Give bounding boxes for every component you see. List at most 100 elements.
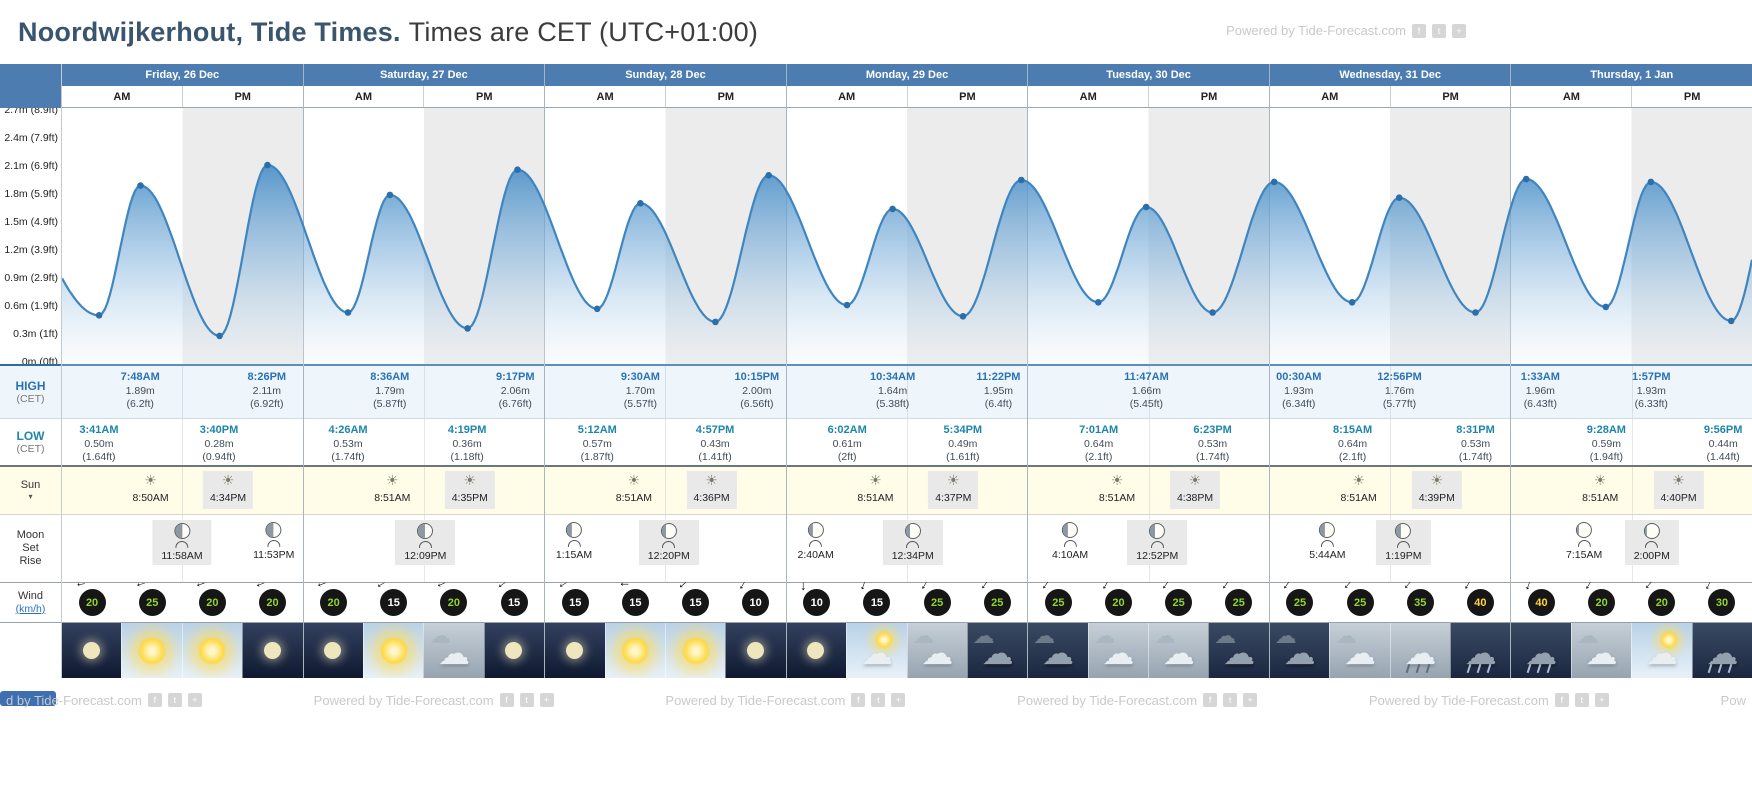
share-icon[interactable]: + <box>539 693 554 707</box>
cloud-glyph: ☁ <box>981 634 1014 671</box>
sunset-entry: ☀ 4:36PM <box>686 471 737 510</box>
cloud-glyph: ☁ <box>1223 634 1256 671</box>
high-tide-row: 7:48AM 1.89m (6.2ft) 8:26PM 2.11m (6.92ft) <box>62 366 303 419</box>
wind-badge: 25 → <box>976 577 1011 616</box>
moon-glyph <box>807 641 825 659</box>
wind-unit-link[interactable]: (km/h) <box>15 602 46 615</box>
y-axis-label: 1.8m (5.9ft) <box>4 188 58 200</box>
high-tide-entry: 8:26PM 2.11m (6.92ft) <box>248 371 287 411</box>
sunset-icon: ☀ <box>1188 472 1202 488</box>
share-icon[interactable]: f <box>1203 693 1218 707</box>
cloud-glyph: ☁ <box>1343 634 1376 671</box>
high-tide-time: 10:34AM <box>870 371 916 383</box>
sunrise-icon: ☀ <box>1110 472 1124 488</box>
cloud-glyph: ☁ <box>1464 634 1497 671</box>
moon-dark-part <box>661 524 667 538</box>
high-tide-height-m: 1.70m <box>625 384 655 397</box>
day-header: Thursday, 1 Jan <box>1511 64 1752 86</box>
moon-rise-time: 11:58AM <box>161 550 203 562</box>
high-tide-entry: 10:15PM 2.00m (6.56ft) <box>735 371 780 411</box>
share-icon[interactable]: f <box>147 693 162 707</box>
cloud-glyph: ☁ <box>438 634 471 671</box>
sunset-icon: ☀ <box>463 472 477 488</box>
weather-icon-night-cloudy: ☁ ☁ <box>1269 623 1330 678</box>
weather-icon-night-clear <box>786 623 847 678</box>
share-icon[interactable]: t <box>1432 23 1446 38</box>
cloud-glyph: ☁ <box>1042 634 1074 671</box>
high-tide-time: 1:57PM <box>1632 371 1671 383</box>
share-icon[interactable]: f <box>851 693 866 707</box>
pm-label: PM <box>1389 86 1511 107</box>
sunrise-time: 8:51AM <box>1098 492 1136 505</box>
low-tide-time: 3:40PM <box>199 424 239 436</box>
moon-rise-time: 2:00PM <box>1633 550 1670 562</box>
share-icon[interactable]: t <box>167 693 182 707</box>
sunset-icon: ☀ <box>1672 472 1685 488</box>
moon-glyph <box>324 641 342 659</box>
low-tide-height-m: 0.49m <box>948 437 978 450</box>
high-tide-height-ft: (5.45ft) <box>1129 397 1164 410</box>
low-tide-entry: 4:57PM 0.43m (1.41ft) <box>696 424 735 464</box>
cloud-glyph: ☁ <box>1093 623 1116 649</box>
cloud-glyph: ☁ <box>860 634 893 671</box>
moon-phase-icon <box>1643 523 1660 539</box>
share-icon[interactable]: + <box>891 693 906 707</box>
share-icon[interactable]: t <box>1574 693 1589 707</box>
weather-row: ☁ ☁ ☁ ☁ ☁ ☁ <box>1269 623 1511 678</box>
high-tide-height-m: 1.76m <box>1384 384 1415 397</box>
sunset-icon: ☀ <box>705 472 718 488</box>
low-tide-time: 4:57PM <box>695 424 735 436</box>
share-icon[interactable]: f <box>499 693 514 707</box>
cloud-glyph: ☁ <box>1645 634 1678 671</box>
weather-icon-cloudy: ☁ ☁ <box>1087 623 1149 678</box>
share-icon[interactable]: f <box>1554 693 1569 707</box>
low-tide-height-ft: (1.61ft) <box>946 450 980 463</box>
weather-icon-night-clear <box>242 623 303 678</box>
wind-direction-arrow: → <box>132 577 150 596</box>
weather-row: ☁ ☁ <box>303 623 545 678</box>
sunset-entry: ☀ 4:38PM <box>1169 471 1221 510</box>
wind-speed: 20 <box>447 596 461 609</box>
wind-badge: 15 → <box>493 577 528 616</box>
moon-dark-part <box>418 524 426 538</box>
day-column: Wednesday, 31 Dec AM PM 00:30AM 1.93m (6.34ft… <box>1268 64 1511 678</box>
weather-icon-sunny <box>121 623 182 678</box>
moon-rise-time: 12:34PM <box>891 550 934 562</box>
high-tide-time: 11:47AM <box>1124 371 1169 383</box>
sunrise-entry: ☀ 8:51AM <box>1582 472 1618 506</box>
low-tide-height-ft: (1.41ft) <box>698 450 732 463</box>
cloud-glyph: ☁ <box>1706 634 1739 671</box>
low-tide-entry: 9:28AM 0.59m (1.94ft) <box>1587 424 1626 464</box>
wind-row: 20 → 15 → 20 → 15 → <box>303 577 545 623</box>
low-tide-time: 6:23PM <box>1193 424 1232 436</box>
wind-row: 25 → 20 → 25 → 25 → <box>1028 577 1269 623</box>
share-icon[interactable]: + <box>1452 23 1466 38</box>
moon-rise-entry: 1:19PM <box>1376 520 1431 565</box>
weather-icon-night-clear <box>62 623 122 678</box>
moon-dark-part <box>1577 523 1580 537</box>
wind-badge: 40 → <box>1460 577 1494 616</box>
moon-row: 5:44AM 1:19PM <box>1269 515 1511 583</box>
moon-set-entry: 2:40AM <box>798 522 834 561</box>
share-icon[interactable]: + <box>187 693 202 707</box>
share-icon[interactable]: t <box>871 693 886 707</box>
share-icon[interactable]: + <box>1243 693 1258 707</box>
share-icon[interactable]: t <box>519 693 534 707</box>
weather-icon-night-clear <box>725 623 786 678</box>
wind-badge: 20 → <box>314 577 348 616</box>
sunset-time: 4:37PM <box>935 492 972 505</box>
share-icon[interactable]: + <box>1594 693 1609 707</box>
share-icon[interactable]: t <box>1223 693 1238 707</box>
ampm-header: AM PM <box>62 86 303 108</box>
share-icon[interactable]: f <box>1412 23 1426 38</box>
moon-dark-part <box>1063 523 1068 537</box>
low-tide-row: 7:01AM 0.64m (2.1ft) 6:23PM 0.53m (1.74ft) <box>1028 419 1269 467</box>
weather-icon-night-cloudy: ☁ ☁ <box>1028 623 1088 678</box>
pm-label: PM <box>1148 86 1269 107</box>
sun-row: ☀ 8:50AM ☀ 4:34PM <box>62 467 303 515</box>
sunrise-entry: ☀ 8:50AM <box>132 472 168 506</box>
high-tide-entry: 9:17PM 2.06m (6.76ft) <box>496 371 535 411</box>
wind-row: 10 → 15 → 25 → 25 → <box>786 577 1028 623</box>
wind-badge: 20 → <box>73 578 106 616</box>
high-tide-entry: 00:30AM 1.93m (6.34ft) <box>1276 371 1321 411</box>
